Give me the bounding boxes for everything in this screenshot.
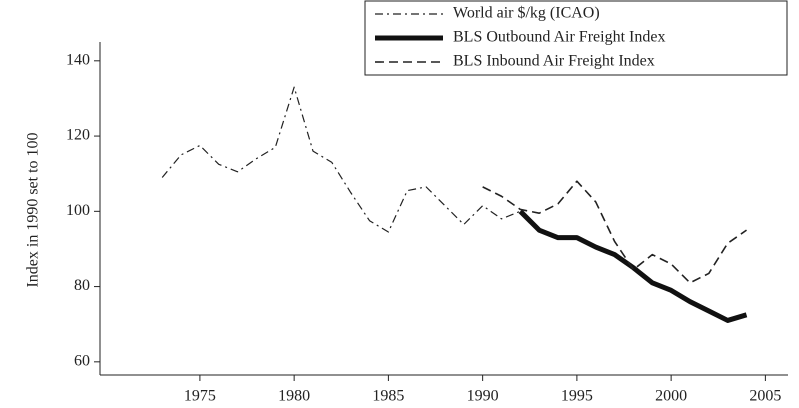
x-tick-label: 2000 (655, 388, 687, 405)
y-tick-label: 60 (74, 353, 90, 370)
x-tick-label: 1990 (467, 388, 499, 405)
x-tick-label: 1975 (184, 388, 216, 405)
y-tick-label: 100 (66, 202, 90, 219)
y-tick-label: 80 (74, 277, 90, 294)
legend-label: BLS Outbound Air Freight Index (453, 29, 665, 46)
legend-label: BLS Inbound Air Freight Index (453, 53, 655, 70)
series-line (161, 86, 521, 233)
x-tick-label: 2005 (749, 388, 781, 405)
y-tick-label: 140 (66, 51, 90, 68)
x-tick-label: 1980 (278, 388, 310, 405)
series-line (482, 180, 747, 284)
x-tick-label: 1995 (561, 388, 593, 405)
y-tick-label: 120 (66, 127, 90, 144)
series-line (518, 209, 748, 323)
x-tick-label: 1985 (372, 388, 404, 405)
y-axis-label: Index in 1990 set to 100 (25, 132, 42, 287)
legend-label: World air $/kg (ICAO) (453, 5, 600, 22)
